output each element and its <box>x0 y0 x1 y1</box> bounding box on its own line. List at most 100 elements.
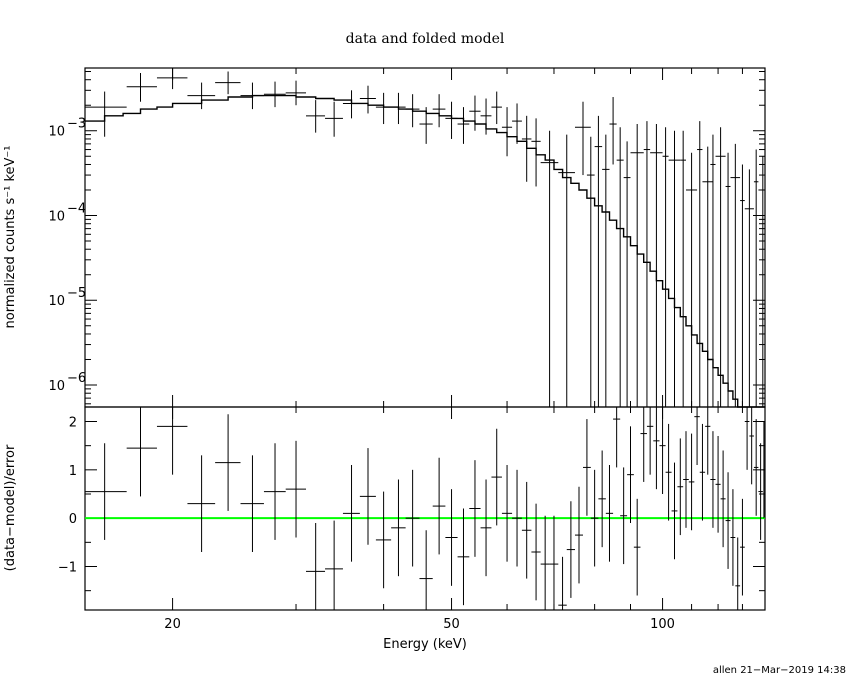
residual-point <box>558 556 567 610</box>
data-point <box>668 130 681 407</box>
x-tick-label: 50 <box>443 617 460 632</box>
residual-point <box>342 465 360 562</box>
residual-panel: −1 0 1 2 20 50 100 (data−model)/error Energy … <box>3 406 766 652</box>
data-point <box>650 124 663 407</box>
residual-point <box>432 457 446 555</box>
data-point <box>753 149 759 407</box>
spectrum-x-ticks <box>172 68 766 407</box>
residual-point <box>306 523 326 610</box>
data-point <box>609 97 617 165</box>
data-point <box>501 107 513 157</box>
residual-point <box>705 407 711 475</box>
residual-point <box>671 462 678 560</box>
residual-point <box>694 407 700 465</box>
data-point <box>457 107 470 144</box>
residual-point <box>85 443 127 540</box>
data-point <box>758 156 765 407</box>
residual-point <box>445 489 458 586</box>
data-point <box>710 134 716 407</box>
spectrum-panel: 10−610−510−410−3 normalized counts s⁻¹ k… <box>3 67 766 408</box>
data-point <box>616 127 624 407</box>
residual-point <box>405 469 420 567</box>
data-point <box>187 82 216 110</box>
data-point <box>419 107 433 144</box>
residual-point <box>683 431 689 528</box>
data-point <box>574 101 591 176</box>
residual-point <box>720 450 726 548</box>
residual-point <box>753 419 759 516</box>
chart-title: data and folded model <box>346 31 505 47</box>
residual-point <box>325 520 343 610</box>
residual-point <box>620 467 628 565</box>
data-point <box>432 94 446 128</box>
residual-point <box>605 465 614 562</box>
y-tick-label: 10 <box>48 209 65 224</box>
data-point <box>586 136 595 407</box>
residual-point <box>653 407 660 490</box>
data-point <box>685 152 698 407</box>
data-point <box>623 141 631 407</box>
data-point <box>306 100 326 133</box>
data-point <box>740 164 745 407</box>
data-point <box>602 134 610 407</box>
residual-point <box>688 433 695 531</box>
residual-point <box>391 479 406 577</box>
spectrum-y-ticks: 10−610−510−410−3 <box>48 71 765 405</box>
y-tick-label: 10 <box>48 125 65 140</box>
residual-points <box>85 407 765 610</box>
residual-point <box>521 481 532 579</box>
data-point <box>702 146 713 407</box>
data-point <box>469 95 481 131</box>
data-point <box>521 115 532 182</box>
residual-point <box>725 472 731 569</box>
data-point <box>405 94 420 128</box>
y-tick-label: 10 <box>48 294 65 309</box>
residual-point <box>187 455 216 552</box>
data-point <box>445 101 458 139</box>
y-tick-exponent: −5 <box>67 286 86 301</box>
data-point <box>375 92 392 125</box>
spectrum-y-axis-label: normalized counts s⁻¹ keV⁻¹ <box>3 146 18 329</box>
data-point <box>680 130 686 407</box>
y-tick-exponent: −3 <box>67 117 86 132</box>
residual-y-axis-label: (data−model)/error <box>3 444 18 571</box>
data-point <box>558 134 575 407</box>
residual-point <box>659 407 666 494</box>
residual-point <box>419 530 433 610</box>
y-tick-exponent: −4 <box>67 201 86 216</box>
residual-point <box>582 419 591 516</box>
data-point <box>85 91 127 137</box>
x-tick-label: 100 <box>650 617 675 632</box>
residual-point <box>735 537 741 610</box>
residual-point <box>665 423 672 521</box>
residual-point <box>457 508 470 606</box>
y-tick-label: 10 <box>48 379 65 394</box>
residual-point <box>758 443 763 540</box>
residual-point <box>677 438 684 536</box>
data-point <box>512 103 522 144</box>
data-point <box>540 130 559 407</box>
data-point <box>491 91 502 125</box>
residual-point <box>240 455 264 552</box>
data-point <box>156 68 188 90</box>
residual-y-ticks: −1 0 1 2 <box>58 416 765 592</box>
y-tick-exponent: −6 <box>67 371 86 386</box>
residual-point <box>627 426 634 523</box>
data-point <box>391 92 406 125</box>
residual-point <box>744 407 750 470</box>
residual-point <box>215 414 241 511</box>
residual-point <box>531 503 541 601</box>
residual-point <box>710 431 716 528</box>
residual-point <box>646 407 654 475</box>
residual-point <box>730 489 736 586</box>
data-point <box>342 90 360 119</box>
data-point <box>531 118 541 187</box>
data-point <box>697 121 703 407</box>
data-points <box>85 68 765 407</box>
residual-point <box>699 423 706 521</box>
residual-point <box>613 407 621 468</box>
residual-point <box>359 448 376 545</box>
residual-point <box>715 436 721 533</box>
data-point <box>325 101 343 137</box>
spectrum-frame <box>84 67 766 408</box>
